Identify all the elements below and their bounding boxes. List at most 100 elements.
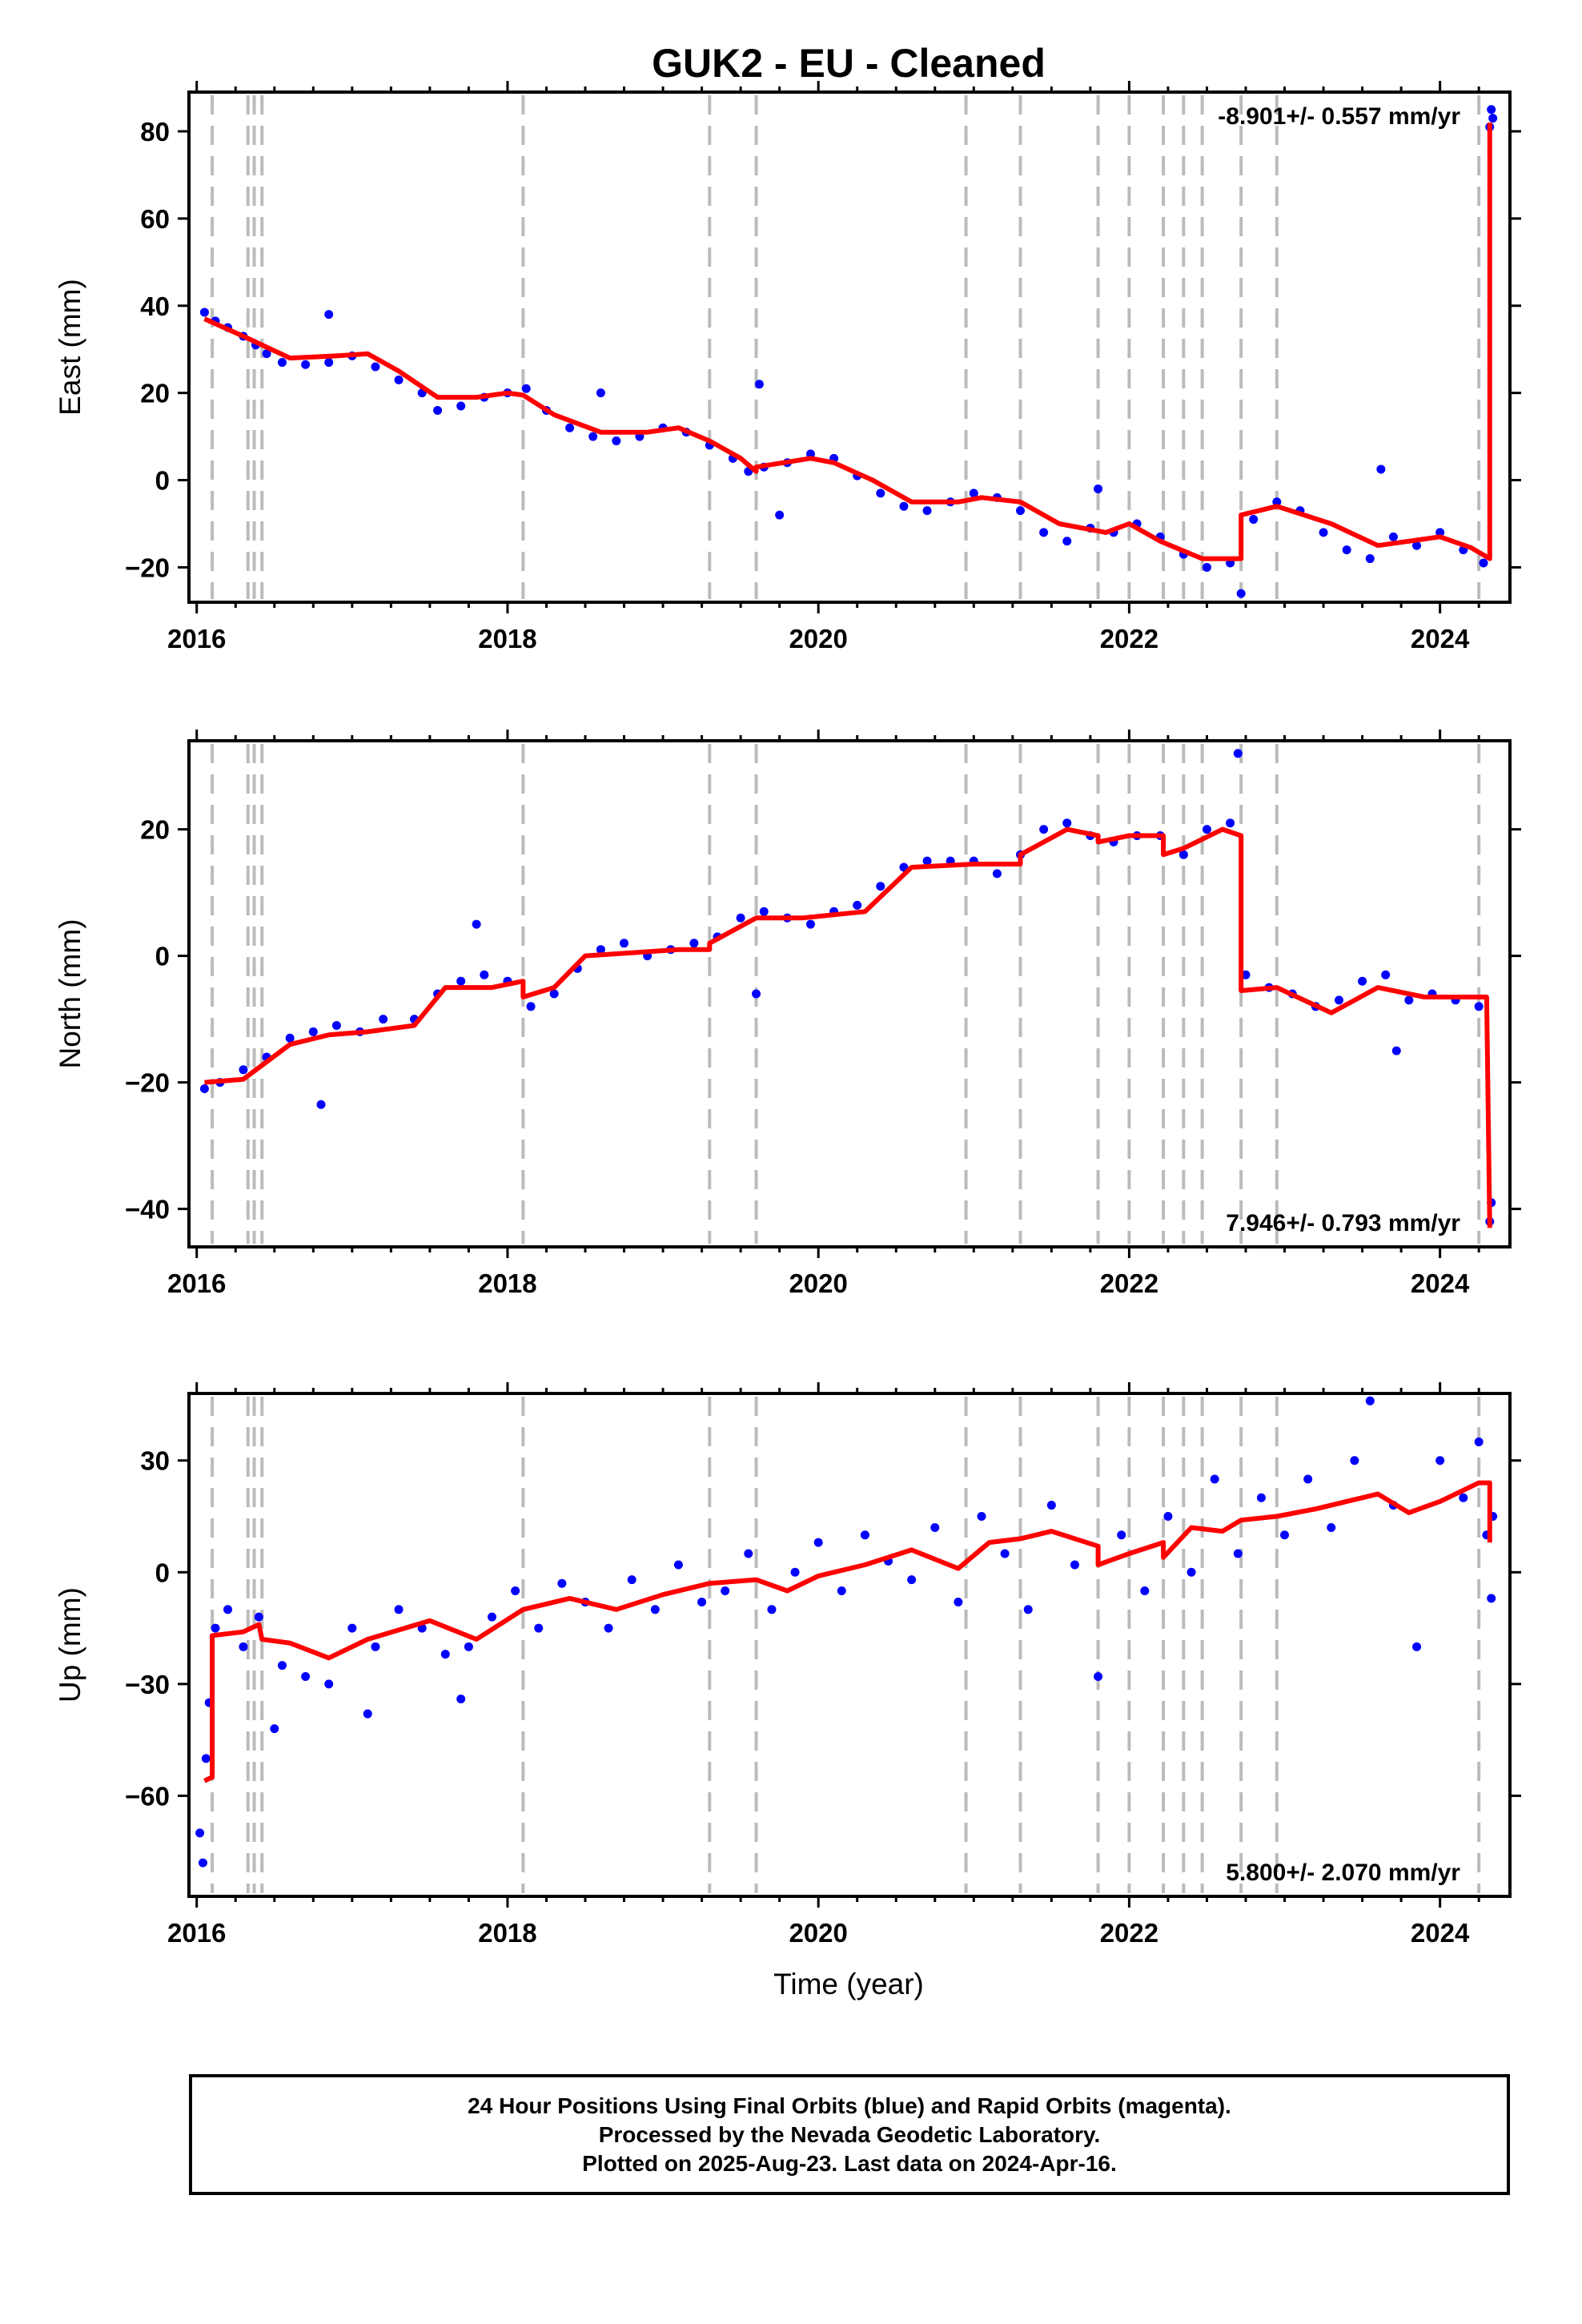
up-y-axis-label: Up (mm) [54,1587,86,1703]
north-data-point [596,945,605,955]
north-data-point [1381,970,1391,979]
north-data-point [992,869,1002,879]
up-model-line [203,1480,1492,1783]
east-panel: 2016 2018 2020 2022 2024 −20 0 20 40 60 80 East (mm… [54,81,1521,653]
north-data-point [1226,818,1235,828]
east-data-point [1016,506,1026,516]
east-data-point [969,489,978,498]
east-x-tick-label: 2022 [1100,624,1158,653]
north-data-point [1039,825,1049,834]
up-data-point [1094,1672,1103,1682]
east-data-point [1249,515,1259,525]
up-data-point [1280,1530,1290,1540]
east-data-point [324,358,334,368]
up-data-point [1459,1493,1468,1502]
east-data-point [394,375,404,384]
up-data-point [954,1598,963,1607]
north-data-point [1474,1002,1484,1011]
east-model-line [203,123,1492,561]
east-data-point [262,349,271,359]
north-data-point [759,907,769,916]
east-y-tick-label: 20 [140,379,170,408]
north-data-point [549,989,559,999]
up-plot-frame [187,1392,1512,1898]
footer-line-2: Processed by the Nevada Geodetic Laborat… [598,2121,1101,2147]
x-axis-label: Time (year) [773,1968,924,2000]
east-data-point [805,449,815,459]
north-y-tick-label: −40 [125,1195,170,1224]
east-y-tick-label: 40 [140,292,170,321]
east-data-point [1202,562,1211,572]
east-data-point [899,501,909,511]
east-data-point [1488,114,1498,123]
up-data-point [627,1575,636,1585]
up-data-point [1000,1549,1010,1558]
up-data-point [511,1586,520,1596]
east-plot-frame [187,90,1512,604]
up-data-point [1186,1567,1196,1577]
up-data-point [604,1623,613,1633]
north-x-tick-label: 2016 [167,1269,226,1298]
up-data-point [557,1578,567,1588]
north-data-point [239,1065,248,1075]
east-data-point [1319,528,1328,537]
up-data-point [534,1623,544,1633]
north-data-point [456,976,466,986]
up-data-point [198,1858,207,1868]
up-data-point [744,1549,753,1558]
north-data-point [876,882,885,891]
north-data-point [805,919,815,929]
up-data-point [1327,1522,1336,1532]
east-x-tick-label: 2020 [789,624,847,653]
up-data-point [195,1828,205,1838]
east-data-point [596,388,605,398]
up-data-point [907,1575,917,1585]
east-data-point [876,489,885,498]
up-y-tick-label: −60 [125,1781,170,1811]
up-data-point [324,1679,334,1689]
north-data-point [1334,995,1343,1005]
up-data-point [1412,1642,1422,1651]
north-data-point [736,913,745,923]
up-data-point [1210,1474,1219,1484]
north-data-point [331,1021,341,1030]
up-data-point [1487,1594,1496,1603]
east-data-point [754,380,764,389]
up-data-point [270,1724,279,1734]
north-data-point [752,989,761,999]
footer-line-3: Plotted on 2025-Aug-23. Last data on 202… [582,2150,1117,2176]
north-data-point [1062,818,1072,828]
up-data-point [1365,1396,1375,1405]
north-data-point [689,939,699,948]
north-data-point [526,1002,536,1011]
up-data-point [837,1586,846,1596]
east-x-tick-label: 2018 [478,624,536,653]
up-data-point [860,1530,869,1540]
east-y-tick-label: 80 [140,117,170,147]
east-data-point [588,432,598,441]
up-data-point [1233,1549,1243,1558]
up-data-point [977,1512,986,1522]
east-data-point [612,436,621,446]
up-panel: 2016 2018 2020 2022 2024 −60 −30 0 30 Up (mm) 5.80… [54,1382,1521,1948]
north-data-point [1233,749,1243,758]
east-data-point [1388,532,1398,541]
east-data-point [1412,541,1422,550]
up-data-point [790,1567,800,1577]
up-data-point [301,1672,311,1682]
up-data-point [239,1642,248,1651]
up-data-point [1435,1456,1445,1466]
up-x-tick-label: 2018 [478,1918,536,1948]
east-x-tick-label: 2024 [1411,624,1470,653]
up-data-point [767,1605,777,1614]
east-data-point [565,423,575,432]
footer-line-1: 24 Hour Positions Using Final Orbits (bl… [468,2093,1231,2118]
up-data-point [1023,1605,1033,1614]
up-x-tick-label: 2022 [1100,1918,1158,1948]
east-data-point [775,510,785,520]
north-data-point [379,1015,388,1024]
north-x-tick-label: 2018 [478,1269,536,1298]
east-data-point [277,358,287,368]
up-data-point [488,1612,497,1622]
